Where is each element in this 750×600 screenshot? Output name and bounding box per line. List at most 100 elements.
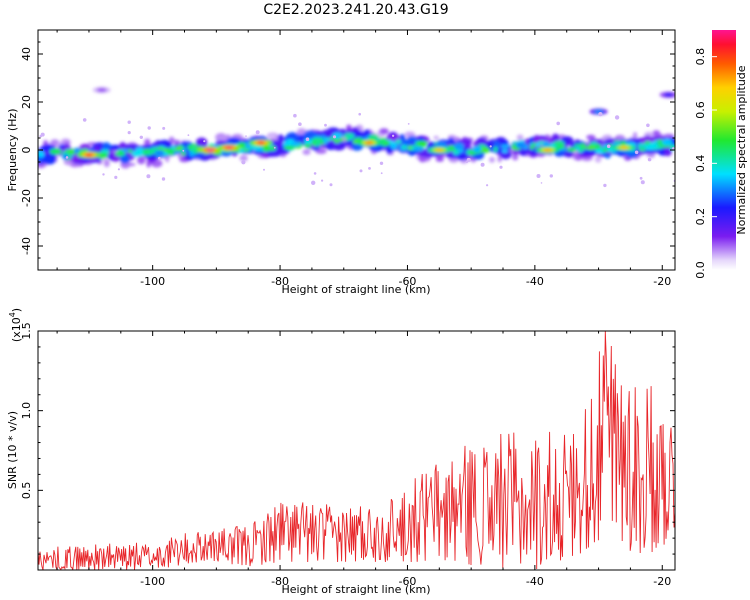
x-tick-label: -20 <box>653 275 671 288</box>
spectral-core-blob <box>99 152 108 159</box>
y-tick-label: -20 <box>20 189 33 207</box>
spectral-speckle <box>640 180 645 185</box>
spectral-core-blob <box>333 137 341 144</box>
chart-title: C2E2.2023.241.20.43.G19 <box>263 2 448 18</box>
spectral-speckle <box>329 183 333 187</box>
spectral-feature-core <box>96 88 107 92</box>
x-tick-label: -20 <box>653 575 671 588</box>
spectral-body-blob <box>277 134 284 143</box>
spectral-core-blob <box>283 142 289 147</box>
spectral-core-blob <box>453 142 465 150</box>
spectral-body-blob <box>226 137 242 145</box>
spectral-halo-blob <box>103 159 110 168</box>
spectral-core-blob <box>638 147 647 152</box>
spectral-halo-blob <box>516 134 524 141</box>
x-tick-label: -100 <box>140 575 165 588</box>
spectral-speckle <box>298 122 302 126</box>
snr-frame <box>37 330 676 571</box>
spectral-hotspot-core <box>365 141 374 145</box>
spectral-core-blob <box>401 144 407 150</box>
spectral-speckle <box>117 168 120 171</box>
spectral-core-blob <box>154 150 165 156</box>
colorbar-gradient <box>712 30 736 270</box>
spectral-core-blob <box>501 149 508 153</box>
spectral-speckle <box>549 174 553 178</box>
snr-x-axis-title: Height of straight line (km) <box>281 583 430 596</box>
colorbar-tick-label: 0.8 <box>694 48 707 66</box>
spectral-core-blob <box>543 140 550 148</box>
spectral-speckle <box>499 165 503 169</box>
spectral-hotspot-core <box>543 148 552 152</box>
spectral-hotspot-core <box>620 146 628 150</box>
spectral-hotspot-core <box>256 141 265 145</box>
spectral-core-blob <box>334 135 341 140</box>
snr-scale-suffix: ) <box>10 308 23 312</box>
spectral-core-blob <box>339 137 344 142</box>
spectral-halo-blob <box>170 140 181 144</box>
spectral-halo-blob <box>489 156 495 163</box>
spectral-speckle <box>182 149 185 152</box>
spectral-speckle <box>147 126 151 130</box>
spectral-speckle <box>639 176 643 180</box>
spectral-body-blob <box>584 149 599 155</box>
colorbar-tick-label: 0.6 <box>694 101 707 119</box>
spectral-core-blob <box>661 138 673 146</box>
spectral-speckle <box>263 168 265 171</box>
spectral-core-blob <box>180 152 187 156</box>
spectral-core-blob <box>601 147 609 153</box>
spectral-core-blob <box>657 139 664 146</box>
snr-x-axis: -100 -80 -60 -40 -20 <box>56 331 671 588</box>
spectral-halo-blob <box>404 131 416 137</box>
spectral-halo-blob <box>512 154 519 161</box>
colorbar: 0.0 0.2 0.4 0.6 0.8 Normalized spectral ampl… <box>694 30 748 279</box>
spectral-core-blob <box>413 146 424 152</box>
snr-scale-text: (x10 <box>10 317 23 342</box>
svg-text:(x104): (x104) <box>8 308 23 342</box>
spectral-core-blob <box>312 137 324 142</box>
spectral-halo-blob <box>70 163 81 168</box>
spectral-speckle <box>359 169 363 173</box>
spectral-core-blob <box>568 147 577 152</box>
y-tick-label: -40 <box>20 237 33 255</box>
spectral-core-blob <box>250 145 261 150</box>
spectral-core-blob <box>189 150 195 157</box>
x-tick-label: -40 <box>526 275 544 288</box>
spectral-core-blob <box>586 145 596 151</box>
spectral-speckle <box>486 184 489 187</box>
spectral-core-blob <box>390 143 398 150</box>
colorbar-tick-label: 0.2 <box>694 208 707 226</box>
spectral-core-blob <box>181 148 187 152</box>
snr-scale-exponent: 4 <box>8 312 17 317</box>
spectral-core-blob <box>435 141 446 148</box>
x-tick-label: -100 <box>140 275 165 288</box>
spectral-core-blob <box>468 151 477 156</box>
x-tick-label: -80 <box>271 275 289 288</box>
spectral-body-blob <box>41 155 57 165</box>
spectral-core-blob <box>266 147 277 151</box>
spectral-halo-blob <box>435 157 444 162</box>
spectral-speckle <box>603 183 607 188</box>
y-tick-label: 40 <box>20 47 33 61</box>
spectral-speckle <box>273 146 276 149</box>
spectral-core-blob <box>166 148 175 156</box>
spectral-speckle <box>65 156 69 159</box>
spectral-core-blob <box>304 143 312 148</box>
spectral-speckle <box>127 131 131 135</box>
spectral-speckle <box>672 147 675 150</box>
spectral-core-blob <box>480 147 491 154</box>
spectral-speckle <box>139 135 143 139</box>
snr-y-axis-title: SNR (10 * v/v) <box>6 411 19 489</box>
colorbar-label: Normalized spectral amplitude <box>735 65 748 234</box>
spectral-speckle <box>647 157 652 162</box>
spectral-speckle <box>466 157 471 162</box>
spectral-speckle <box>313 172 317 175</box>
snr-scale-factor: (x104) <box>8 308 23 342</box>
spectral-core-blob <box>458 148 464 153</box>
spectral-body-blob <box>102 142 111 151</box>
spectrogram-panel: -100 -80 -60 -40 -20 -40 -20 0 20 40 Height of s… <box>6 29 676 296</box>
spectral-speckle <box>646 123 650 128</box>
spectrogram-band <box>38 86 675 169</box>
x-tick-label: -80 <box>271 575 289 588</box>
spectral-core-blob <box>637 143 648 147</box>
spectrogram-x-axis-title: Height of straight line (km) <box>281 283 430 296</box>
